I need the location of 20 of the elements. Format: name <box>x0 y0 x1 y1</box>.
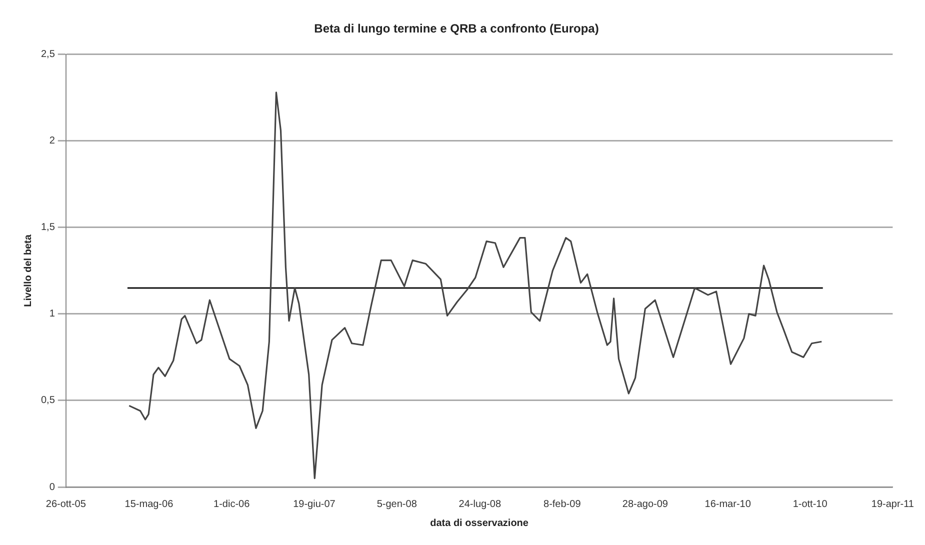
x-tick-label: 5-gen-08 <box>376 498 418 510</box>
y-tick-label: 1 <box>49 308 56 320</box>
y-tick-label: 2 <box>49 136 56 147</box>
y-tick-label: 2,5 <box>40 49 56 60</box>
x-axis-title: data di osservazione <box>430 518 529 529</box>
x-tick-label: 24-lug-08 <box>458 498 502 510</box>
y-axis-title: Livello del beta <box>22 234 34 307</box>
x-tick-label: 28-ago-09 <box>622 498 668 510</box>
y-tick-label: 0,5 <box>40 395 56 406</box>
x-tick-label: 26-ott-05 <box>46 498 86 510</box>
x-tick-label: 16-mar-10 <box>704 498 752 510</box>
chart-title: Beta di lungo termine e QRB a confronto (Europa) <box>314 22 599 36</box>
y-tick-label: 1,5 <box>40 222 56 234</box>
y-tick-label: 0 <box>49 482 56 493</box>
x-tick-label: 1-ott-10 <box>792 498 828 510</box>
x-tick-label: 19-giu-07 <box>293 498 336 510</box>
x-tick-label: 8-feb-09 <box>544 498 582 510</box>
x-tick-label: 1-dic-06 <box>214 498 250 510</box>
x-tick-label: 15-mag-06 <box>124 498 174 510</box>
x-tick-label: 19-apr-11 <box>871 498 914 510</box>
